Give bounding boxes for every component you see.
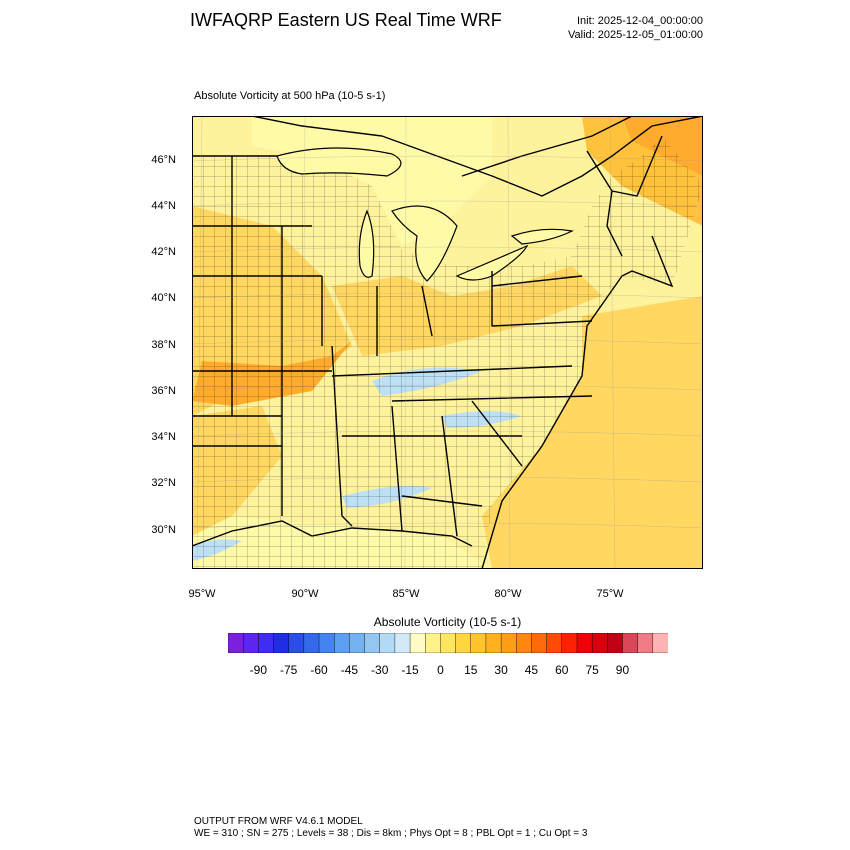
colorbar-swatch [500, 633, 517, 653]
lat-label: 46°N [151, 154, 176, 166]
colorbar-swatch [349, 633, 366, 653]
model-config: WE = 310 ; SN = 275 ; Levels = 38 ; Dis … [194, 828, 588, 839]
colorbar-swatch [273, 633, 290, 653]
colorbar-swatch [242, 633, 259, 653]
lake-ontario [510, 228, 574, 245]
colorbar-tick-label: -30 [371, 663, 389, 677]
lake-huron [391, 205, 458, 282]
lat-label: 34°N [151, 431, 176, 443]
colorbar-swatch [561, 633, 578, 653]
model-footer: OUTPUT FROM WRF V4.6.1 MODEL WE = 310 ; … [194, 816, 587, 840]
lon-label: 75°W [596, 588, 624, 600]
county-grid [192, 136, 703, 569]
colorbar-swatch [607, 633, 623, 653]
colorbar-swatch [394, 633, 411, 653]
colorbar-swatch [546, 633, 563, 653]
colorbar-swatch [303, 633, 320, 653]
colorbar-swatch [576, 633, 593, 653]
colorbar-swatch [425, 633, 441, 653]
graticule [191, 115, 704, 570]
lat-label: 44°N [151, 200, 176, 212]
lon-label: 90°W [291, 588, 319, 600]
colorbar-tick-label: -75 [280, 663, 298, 677]
lake-superior [276, 147, 402, 177]
colorbar-swatch [334, 633, 350, 653]
lake-michigan [358, 209, 375, 278]
model-version: OUTPUT FROM WRF V4.6.1 MODEL [194, 816, 363, 827]
colorbar-swatch [288, 633, 305, 653]
colorbar-swatch [409, 633, 426, 653]
valid-time: Valid: 2025-12-05_01:00:00 [568, 29, 703, 41]
vorticity-map [191, 115, 704, 570]
lon-label: 85°W [392, 588, 420, 600]
lat-label: 40°N [151, 292, 176, 304]
colorbar-swatch [652, 633, 668, 653]
lat-label: 36°N [151, 385, 176, 397]
lon-label: 95°W [188, 588, 216, 600]
colorbar-swatch [318, 633, 335, 653]
colorbar-tick-label: 75 [585, 663, 599, 677]
colorbar-swatch [591, 633, 608, 653]
colorbar-tick-label: 90 [615, 663, 630, 677]
colorbar-swatch [637, 633, 654, 653]
colorbar-tick-label: -60 [310, 663, 328, 677]
colorbar-tick-label: -15 [401, 663, 419, 677]
map-panel [191, 115, 704, 570]
colorbar-swatch [364, 633, 381, 653]
colorbar-tick-label: 0 [437, 663, 444, 677]
colorbar-swatch [455, 633, 472, 653]
field-subtitle: Absolute Vorticity at 500 hPa (10-5 s-1) [194, 90, 386, 102]
lat-label: 38°N [151, 339, 176, 351]
colorbar-swatch [485, 633, 502, 653]
colorbar-tick-label: 60 [555, 663, 569, 677]
colorbar-swatch [379, 633, 396, 653]
lat-label: 42°N [151, 246, 176, 258]
map-frame [192, 116, 703, 569]
colorbar-swatch [258, 633, 275, 653]
init-time: Init: 2025-12-04_00:00:00 [577, 15, 703, 27]
colorbar-title: Absolute Vorticity (10-5 s-1) [373, 615, 522, 629]
lat-label: 32°N [151, 477, 176, 489]
state-boundaries [191, 115, 704, 570]
lat-label: 30°N [151, 524, 176, 536]
chart-title: IWFAQRP Eastern US Real Time WRF [190, 10, 502, 30]
colorbar-tick-label: 30 [494, 663, 508, 677]
colorbar-tick-label: -45 [340, 663, 359, 677]
colorbar-tick-label: 15 [464, 663, 478, 677]
colorbar [228, 633, 668, 653]
colorbar-tick-label: -90 [249, 663, 268, 677]
colorbar-swatch [440, 633, 457, 653]
time-info: Init: 2025-12-04_00:00:00 Valid: 2025-12… [568, 14, 703, 42]
colorbar-swatch [516, 633, 532, 653]
colorbar-swatch [531, 633, 548, 653]
colorbar-swatch [228, 633, 244, 653]
lake-erie [455, 244, 529, 281]
lon-label: 80°W [494, 588, 522, 600]
great-lakes [276, 147, 574, 282]
colorbar-swatch [470, 633, 487, 653]
colorbar-swatch [622, 633, 639, 653]
colorbar-tick-label: 45 [524, 663, 539, 677]
